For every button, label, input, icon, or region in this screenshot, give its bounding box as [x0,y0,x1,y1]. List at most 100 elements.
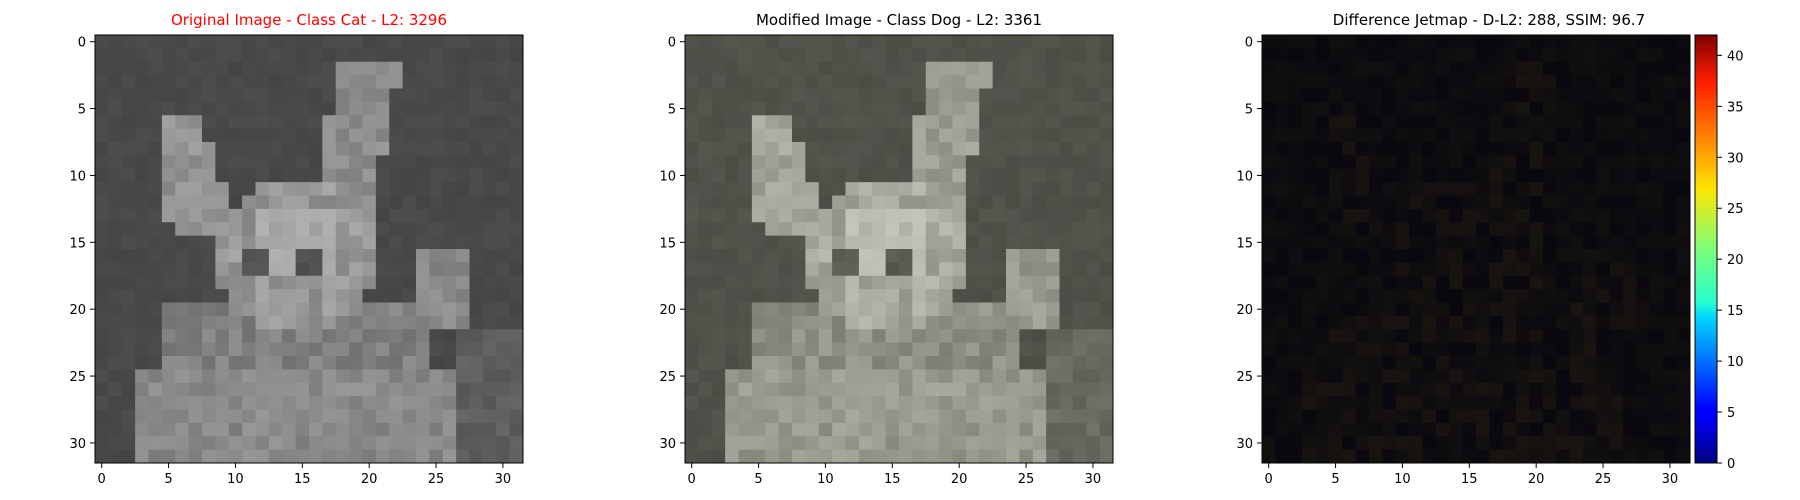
heatmap-cell [939,195,954,210]
heatmap-cell [1609,75,1624,90]
heatmap-cell [939,436,954,451]
heatmap-cell [1395,329,1410,344]
heatmap-cell [95,382,109,397]
heatmap-cell [778,356,793,370]
heatmap-cell [1019,262,1034,277]
heatmap-cell [912,396,927,411]
heatmap-cell [1502,75,1517,90]
heatmap-cell [215,128,230,143]
heatmap-cell [175,88,190,103]
heatmap-cell [1275,342,1290,357]
heatmap-cell [135,356,150,370]
heatmap-cell [148,369,163,384]
heatmap-cell [1516,449,1531,464]
heatmap-cell [1649,422,1664,437]
heatmap-cell [268,396,283,411]
heatmap-cell [242,289,257,304]
heatmap-cell [738,289,753,304]
heatmap-cell [1315,396,1330,411]
heatmap-cell [1676,315,1691,330]
heatmap-cell [482,142,497,156]
heatmap-cell [1288,315,1303,330]
heatmap-cell [1275,262,1290,277]
heatmap-cell [509,315,524,330]
heatmap-cell [429,356,444,370]
heatmap-cell [805,155,820,170]
heatmap-cell [1262,115,1276,130]
heatmap-cell [335,382,350,397]
heatmap-cell [1328,61,1343,76]
heatmap-cell [979,262,994,277]
heatmap-cell [1099,222,1114,237]
heatmap-cell [295,61,310,76]
heatmap-cell [1542,369,1557,384]
heatmap-cell [268,61,283,76]
heatmap-cell [1556,356,1571,370]
heatmap-cell [685,142,699,156]
heatmap-cell [1623,396,1638,411]
heatmap-cell [349,142,364,156]
heatmap-cell [872,168,887,183]
heatmap-cell [1328,275,1343,290]
heatmap-cell [952,249,967,263]
heatmap-cell [1382,329,1397,344]
heatmap-cell [939,369,954,384]
heatmap-cell [335,208,350,223]
heatmap-cell [161,35,176,49]
heatmap-cell [698,128,713,143]
heatmap-cell [1583,302,1597,317]
heatmap-cell [108,75,123,90]
heatmap-cell [442,382,457,397]
heatmap-cell [496,249,511,263]
heatmap-cell [1462,222,1477,237]
heatmap-cell [242,48,257,63]
heatmap-cell [202,155,216,170]
heatmap-cell [442,275,457,290]
heatmap-cell [1542,262,1557,277]
heatmap-cell [349,168,364,183]
heatmap-cell [1032,142,1047,156]
heatmap-cell [1489,142,1504,156]
heatmap-cell [242,369,257,384]
heatmap-cell [1623,275,1638,290]
heatmap-cell [188,235,203,250]
y-tick-label: 0 [668,36,676,51]
heatmap-cell [899,275,913,290]
heatmap-cell [1583,195,1597,210]
heatmap-cell [1556,436,1571,451]
heatmap-cell [496,342,511,357]
heatmap-cell [899,88,913,103]
heatmap-cell [469,182,484,197]
heatmap-cell [738,75,753,90]
heatmap-cell [1382,101,1397,116]
heatmap-cell [1059,289,1074,304]
heatmap-cell [1409,195,1424,210]
heatmap-cell [1569,155,1584,170]
heatmap-cell [389,302,404,317]
heatmap-cell [282,356,297,370]
heatmap-cell [939,61,954,76]
heatmap-cell [95,101,109,116]
heatmap-cell [1262,262,1276,277]
heatmap-cell [1086,222,1101,237]
heatmap-cell [402,449,417,464]
heatmap-cell [952,222,967,237]
heatmap-cell [1275,235,1290,250]
heatmap-cell [778,142,793,156]
x-tick-label: 20 [1528,472,1545,487]
heatmap-cell [121,369,136,384]
heatmap-cell [952,436,967,451]
heatmap-cell [1649,409,1664,424]
heatmap-cell [778,61,793,76]
heatmap-cell [1019,115,1034,130]
heatmap-cell [885,61,900,76]
heatmap-cell [872,396,887,411]
heatmap-cell [1623,168,1638,183]
heatmap-cell [1288,75,1303,90]
heatmap-cell [685,222,699,237]
heatmap-cell [1395,302,1410,317]
heatmap-cell [1072,449,1087,464]
heatmap-cell [792,275,806,290]
heatmap-cell [95,342,109,357]
heatmap-cell [282,168,297,183]
